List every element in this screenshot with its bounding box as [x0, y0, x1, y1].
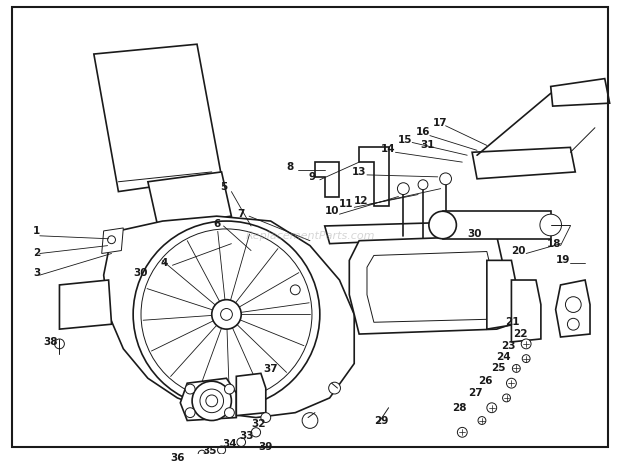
Polygon shape [551, 79, 609, 106]
Text: 12: 12 [354, 196, 368, 207]
Circle shape [540, 214, 562, 236]
Circle shape [218, 446, 226, 454]
Text: 23: 23 [501, 341, 516, 351]
Text: 28: 28 [452, 403, 467, 413]
Text: 34: 34 [222, 439, 237, 449]
Text: 35: 35 [203, 446, 217, 456]
Text: 31: 31 [420, 140, 435, 151]
Polygon shape [60, 280, 112, 329]
Text: 8: 8 [286, 162, 294, 172]
Text: 5: 5 [220, 182, 227, 192]
Polygon shape [104, 216, 354, 418]
Circle shape [440, 173, 451, 185]
Text: 29: 29 [374, 415, 389, 426]
Circle shape [141, 229, 312, 400]
Circle shape [397, 183, 409, 195]
Text: 15: 15 [398, 134, 412, 145]
Text: 11: 11 [339, 200, 353, 209]
Circle shape [487, 403, 497, 413]
Text: 38: 38 [43, 337, 58, 347]
Text: 26: 26 [477, 376, 492, 386]
Text: 1: 1 [33, 226, 40, 236]
Polygon shape [236, 373, 266, 416]
Circle shape [329, 382, 340, 394]
Text: 24: 24 [496, 352, 511, 362]
Text: 17: 17 [432, 118, 447, 128]
Text: 25: 25 [492, 364, 506, 373]
Circle shape [507, 378, 516, 388]
Text: 22: 22 [513, 329, 528, 339]
Circle shape [200, 389, 224, 413]
Circle shape [224, 384, 234, 394]
Text: ReplacementParts.com: ReplacementParts.com [246, 231, 374, 241]
Circle shape [185, 384, 195, 394]
Circle shape [261, 413, 271, 422]
Circle shape [185, 408, 195, 418]
Polygon shape [443, 211, 551, 239]
Polygon shape [472, 147, 575, 179]
Circle shape [133, 221, 320, 408]
Polygon shape [512, 280, 541, 342]
Circle shape [503, 394, 510, 402]
Polygon shape [180, 378, 236, 420]
Circle shape [478, 417, 486, 425]
Circle shape [418, 180, 428, 189]
Circle shape [224, 408, 234, 418]
Text: 30: 30 [134, 268, 148, 278]
Polygon shape [556, 280, 590, 337]
Text: 20: 20 [511, 245, 526, 255]
Circle shape [290, 285, 300, 295]
Text: 9: 9 [308, 172, 316, 182]
Circle shape [179, 456, 186, 462]
Polygon shape [349, 236, 511, 334]
Text: 27: 27 [467, 388, 482, 398]
Circle shape [198, 450, 206, 458]
Text: 4: 4 [161, 258, 168, 268]
Polygon shape [359, 147, 389, 207]
Text: 39: 39 [259, 442, 273, 452]
Text: 32: 32 [252, 419, 266, 430]
Circle shape [206, 395, 218, 407]
Text: 6: 6 [213, 219, 220, 229]
Circle shape [212, 300, 241, 329]
Circle shape [567, 318, 579, 330]
Text: 18: 18 [546, 239, 561, 249]
Text: 2: 2 [33, 249, 40, 258]
Circle shape [512, 365, 520, 372]
Circle shape [108, 236, 115, 243]
Text: 3: 3 [33, 268, 40, 278]
Polygon shape [315, 162, 340, 196]
Circle shape [565, 297, 581, 312]
Circle shape [522, 355, 530, 363]
Text: 13: 13 [352, 167, 366, 177]
Circle shape [458, 427, 467, 437]
Circle shape [521, 339, 531, 349]
Text: 30: 30 [468, 229, 482, 239]
Text: 10: 10 [324, 206, 339, 216]
Text: 33: 33 [239, 431, 254, 441]
Text: 7: 7 [237, 209, 245, 219]
Polygon shape [487, 261, 516, 329]
Circle shape [251, 428, 260, 437]
Text: 21: 21 [505, 317, 520, 327]
Polygon shape [325, 221, 502, 243]
Circle shape [221, 309, 232, 320]
Text: 37: 37 [264, 365, 278, 374]
Polygon shape [148, 172, 231, 226]
Text: 19: 19 [556, 255, 570, 265]
Polygon shape [102, 228, 123, 254]
Polygon shape [367, 251, 495, 322]
Circle shape [429, 211, 456, 239]
Circle shape [55, 339, 64, 349]
Text: 14: 14 [381, 144, 396, 154]
Polygon shape [94, 44, 221, 192]
Circle shape [237, 438, 246, 446]
Text: 36: 36 [170, 453, 185, 462]
Circle shape [192, 381, 231, 420]
Circle shape [302, 413, 318, 428]
Text: 16: 16 [416, 127, 430, 137]
